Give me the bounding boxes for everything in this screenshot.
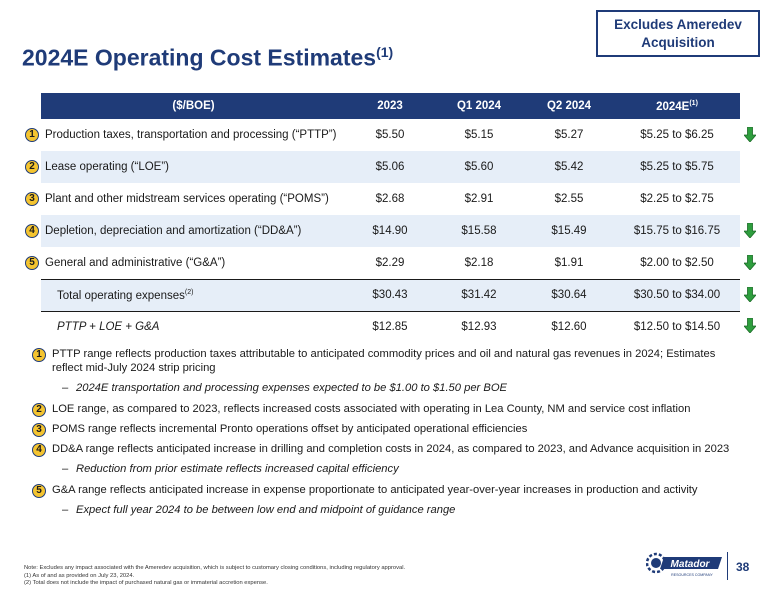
table-row-total: Total operating expenses(2) $30.43 $31.4… bbox=[41, 278, 740, 311]
note-text: LOE range, as compared to 2023, reflects… bbox=[52, 403, 691, 415]
cell-2024e: $15.75 to $16.75 bbox=[614, 215, 740, 247]
matador-logo: Matador RESOURCES COMPANY bbox=[646, 552, 722, 577]
explanatory-notes: 1 PTTP range reflects production taxes a… bbox=[24, 347, 744, 524]
cell-2024e: $2.25 to $2.75 bbox=[640, 193, 714, 205]
cell-q1-2024: $12.93 bbox=[434, 310, 524, 343]
note-sub-item: Reduction from prior estimate reflects i… bbox=[24, 462, 744, 476]
note-text: PTTP range reflects production taxes att… bbox=[52, 348, 716, 374]
cell-q2-2024: $5.27 bbox=[554, 129, 584, 141]
note-number-circle: 2 bbox=[32, 403, 46, 417]
note-sub-item: Expect full year 2024 to be between low … bbox=[24, 503, 744, 517]
cell-q2-2024: $1.91 bbox=[554, 256, 584, 269]
table-header-row: ($/BOE) 2023 Q1 2024 Q2 2024 2024E(1) bbox=[41, 93, 740, 119]
cell-q1-2024: $15.58 bbox=[434, 215, 524, 247]
note-item: 5 G&A range reflects anticipated increas… bbox=[24, 483, 744, 498]
note-item: 4 DD&A range reflects anticipated increa… bbox=[24, 442, 744, 457]
header-2023: 2023 bbox=[346, 93, 434, 119]
footnotes: Note: Excludes any impact associated wit… bbox=[24, 565, 405, 588]
row-label: Total operating expenses(2) bbox=[41, 278, 346, 311]
footnote-2: (2) Total does not include the impact of… bbox=[24, 580, 268, 586]
note-number-circle: 4 bbox=[32, 443, 46, 457]
row-label: Production taxes, transportation and pro… bbox=[45, 129, 337, 141]
cell-2023: $5.50 bbox=[375, 129, 405, 141]
down-arrow-icon bbox=[744, 255, 756, 270]
note-item: 3 POMS range reflects incremental Pronto… bbox=[24, 422, 744, 437]
row-number-circle: 2 bbox=[25, 160, 39, 174]
logo-tagline: RESOURCES COMPANY bbox=[671, 573, 713, 577]
header-q1-2024: Q1 2024 bbox=[434, 93, 524, 119]
table-row-loe: Lease operating (“LOE”) $5.06 $5.60 $5.4… bbox=[41, 151, 740, 183]
table-row-poms: Plant and other midstream services opera… bbox=[41, 183, 740, 215]
cell-2023: $14.90 bbox=[346, 215, 434, 247]
down-arrow-icon bbox=[744, 318, 756, 333]
operating-cost-table: ($/BOE) 2023 Q1 2024 Q2 2024 2024E(1) Pr… bbox=[41, 93, 740, 343]
note-text: DD&A range reflects anticipated increase… bbox=[52, 443, 730, 455]
cell-2023: $2.68 bbox=[375, 193, 405, 205]
cell-2023: $5.06 bbox=[346, 151, 434, 183]
note-sub-item: 2024E transportation and processing expe… bbox=[24, 381, 744, 395]
page-number: 38 bbox=[736, 560, 750, 574]
note-item: 2 LOE range, as compared to 2023, reflec… bbox=[24, 402, 744, 417]
row-label: Lease operating (“LOE”) bbox=[41, 151, 346, 183]
cell-q1-2024: $5.60 bbox=[434, 151, 524, 183]
row-label: PTTP + LOE + G&A bbox=[41, 310, 346, 343]
note-number-circle: 1 bbox=[32, 348, 46, 362]
cell-q2-2024: $15.49 bbox=[524, 215, 614, 247]
cell-2023: $12.85 bbox=[346, 310, 434, 343]
header-q2-2024: Q2 2024 bbox=[524, 93, 614, 119]
cell-q1-2024: $2.91 bbox=[464, 193, 494, 205]
note-text: POMS range reflects incremental Pronto o… bbox=[52, 423, 528, 435]
row-number-circle: 4 bbox=[25, 224, 39, 238]
row-number-circle: 5 bbox=[25, 256, 39, 270]
row-label: General and administrative (“G&A”) bbox=[45, 256, 226, 269]
cell-q1-2024: $5.15 bbox=[464, 129, 494, 141]
row-number-circle: 1 bbox=[25, 128, 39, 142]
down-arrow-icon bbox=[744, 287, 756, 302]
cell-2023: $30.43 bbox=[346, 278, 434, 311]
cell-2024e: $30.50 to $34.00 bbox=[614, 278, 740, 311]
header-unit: ($/BOE) bbox=[41, 93, 346, 119]
footnote-note: Note: Excludes any impact associated wit… bbox=[24, 565, 406, 571]
note-number-circle: 3 bbox=[32, 423, 46, 437]
cell-2024e: $5.25 to $6.25 bbox=[640, 129, 714, 141]
excludes-acquisition-badge: Excludes Ameredev Acquisition bbox=[596, 10, 760, 57]
header-2024e: 2024E(1) bbox=[614, 93, 740, 119]
cell-q2-2024: $30.64 bbox=[524, 278, 614, 311]
row-number-circle: 3 bbox=[25, 192, 39, 206]
cell-2024e: $5.25 to $5.75 bbox=[614, 151, 740, 183]
cell-2024e: $12.50 to $14.50 bbox=[614, 310, 740, 343]
page-title: 2024E Operating Cost Estimates(1) bbox=[22, 44, 394, 71]
divider bbox=[727, 552, 728, 580]
cell-q1-2024: $2.18 bbox=[464, 256, 494, 269]
cell-2023: $2.29 bbox=[375, 256, 405, 269]
table-row-pttp: Production taxes, transportation and pro… bbox=[41, 119, 740, 151]
row-label: Plant and other midstream services opera… bbox=[45, 193, 329, 205]
cell-2024e: $2.00 to $2.50 bbox=[640, 256, 714, 269]
row-label: Depletion, depreciation and amortization… bbox=[41, 215, 346, 247]
down-arrow-icon bbox=[744, 127, 756, 142]
note-item: 1 PTTP range reflects production taxes a… bbox=[24, 347, 744, 375]
table-row-dda: Depletion, depreciation and amortization… bbox=[41, 215, 740, 247]
table-row-ga: General and administrative (“G&A”) $2.29… bbox=[41, 247, 740, 279]
cell-q2-2024: $2.55 bbox=[554, 193, 584, 205]
note-text: G&A range reflects anticipated increase … bbox=[52, 484, 698, 496]
cell-q1-2024: $31.42 bbox=[434, 278, 524, 311]
logo-wordmark: Matador bbox=[671, 559, 711, 570]
note-number-circle: 5 bbox=[32, 484, 46, 498]
table-row-pttp-loe-ga: PTTP + LOE + G&A $12.85 $12.93 $12.60 $1… bbox=[41, 310, 740, 343]
cell-q2-2024: $12.60 bbox=[524, 310, 614, 343]
down-arrow-icon bbox=[744, 223, 756, 238]
footnote-1: (1) As of and as provided on July 23, 20… bbox=[24, 572, 135, 579]
cell-q2-2024: $5.42 bbox=[524, 151, 614, 183]
